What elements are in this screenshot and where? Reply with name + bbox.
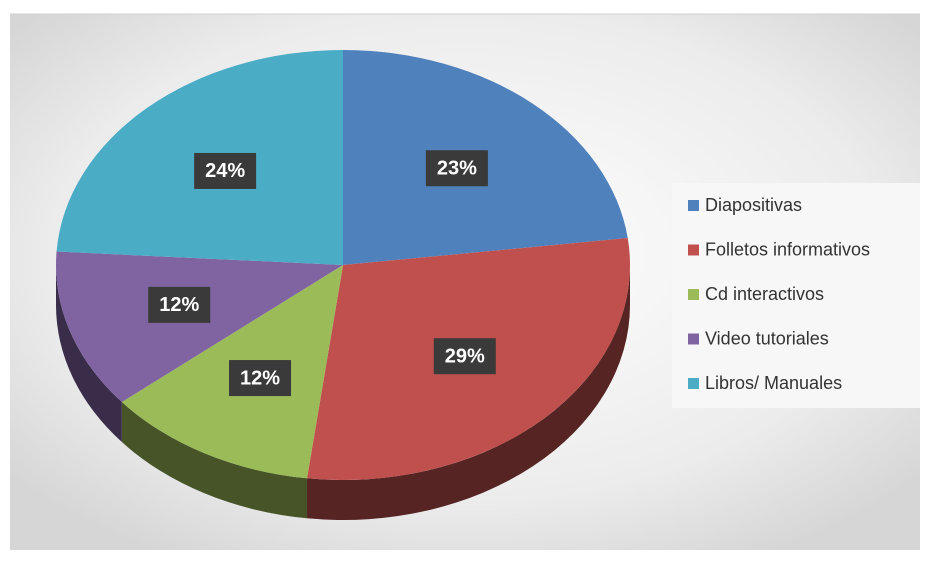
legend-label: Cd interactivos xyxy=(705,284,824,304)
legend-label: Folletos informativos xyxy=(705,239,870,259)
legend-swatch xyxy=(688,244,699,256)
pie-tops xyxy=(56,50,630,480)
legend-box xyxy=(672,183,920,408)
data-label-box xyxy=(433,338,496,375)
data-label: 29% xyxy=(445,345,485,367)
data-label: 12% xyxy=(240,367,280,389)
data-label-box xyxy=(194,152,257,189)
slice-side xyxy=(56,265,122,443)
legend-label: Diapositivas xyxy=(705,195,802,215)
data-label-box xyxy=(229,360,292,397)
legend-swatch xyxy=(688,200,699,211)
legend: Diapositivas Folletos informativos Cd inte… xyxy=(688,195,870,393)
legend-swatch xyxy=(688,333,699,345)
legend-label: Video tutoriales xyxy=(705,328,829,348)
pie-sides xyxy=(56,265,630,521)
data-label: 23% xyxy=(437,158,477,180)
data-label-box xyxy=(148,286,211,323)
data-label: 24% xyxy=(205,160,245,182)
data-label-box xyxy=(425,150,488,187)
slice-side xyxy=(121,402,308,519)
legend-swatch xyxy=(688,289,699,300)
data-label: 12% xyxy=(159,294,199,316)
slice-side xyxy=(307,265,630,521)
slice xyxy=(56,251,344,403)
data-labels: 23% 29% 12% 12% 24% xyxy=(148,150,496,397)
legend-swatch xyxy=(688,378,699,389)
legend-label: Libros/ Manuales xyxy=(705,373,842,393)
